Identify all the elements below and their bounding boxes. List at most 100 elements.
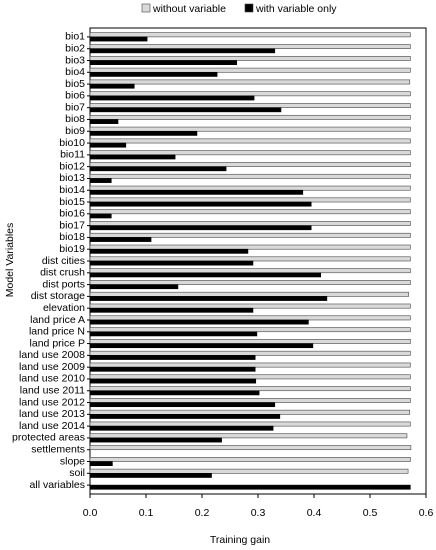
y-tick-label: land use 2008 — [19, 349, 85, 361]
bar — [89, 280, 411, 285]
bar — [89, 386, 411, 392]
bar — [89, 284, 179, 290]
y-tick-label: bio7 — [65, 101, 85, 113]
bar — [89, 166, 227, 172]
bar — [89, 343, 314, 349]
bar — [89, 374, 411, 380]
bar — [89, 142, 127, 148]
bar — [89, 355, 256, 360]
y-tick-label: bio6 — [65, 90, 85, 102]
bar — [89, 232, 411, 238]
bar — [89, 91, 411, 97]
bar — [89, 421, 411, 427]
bar — [89, 303, 411, 309]
y-tick-label: bio16 — [59, 208, 85, 220]
bar — [89, 248, 249, 254]
y-tick-label: bio1 — [65, 31, 85, 43]
bar — [89, 409, 411, 415]
bar — [89, 319, 309, 325]
y-tick-label: bio17 — [59, 219, 85, 231]
bar — [89, 119, 119, 124]
bar — [89, 425, 274, 431]
bar — [89, 130, 198, 136]
legend-swatch — [141, 3, 151, 13]
y-tick-label: bio19 — [59, 243, 85, 255]
bar — [89, 79, 411, 85]
y-tick-label: protected areas — [12, 432, 85, 444]
bar — [89, 307, 254, 313]
bar — [89, 327, 411, 333]
bar — [89, 402, 276, 408]
bar — [89, 178, 112, 183]
legend-label: without variable — [152, 3, 226, 15]
y-tick-label: bio5 — [65, 78, 85, 90]
bar — [89, 44, 411, 49]
bar — [89, 350, 411, 356]
y-tick-label: bio10 — [59, 137, 85, 149]
x-tick-label: 0.5 — [363, 507, 378, 519]
bar — [89, 71, 218, 77]
y-tick-label: all variables — [30, 479, 85, 491]
bar — [89, 36, 148, 42]
bar — [89, 107, 282, 113]
bar — [89, 60, 238, 65]
bar — [89, 457, 411, 462]
bar — [89, 225, 312, 231]
bar — [89, 197, 411, 203]
y-tick-label: bio8 — [65, 113, 85, 125]
y-tick-label: dist cities — [42, 255, 85, 267]
y-tick-label: land price P — [30, 337, 85, 349]
bar — [89, 291, 409, 297]
bar — [89, 398, 411, 403]
bar — [89, 362, 411, 368]
bar — [89, 114, 411, 120]
y-tick-label: dist storage — [31, 290, 85, 302]
bar — [89, 468, 409, 474]
bar — [89, 209, 411, 215]
bar — [89, 162, 411, 167]
bar — [89, 32, 411, 38]
bar — [89, 272, 322, 278]
bar — [89, 138, 411, 144]
bar — [89, 55, 411, 61]
x-tick-label: 0.1 — [139, 507, 154, 519]
y-tick-label: bio4 — [65, 66, 85, 78]
bar — [89, 296, 328, 301]
y-tick-label: land use 2011 — [20, 385, 85, 397]
y-tick-label: land use 2014 — [19, 420, 85, 432]
bar — [89, 260, 254, 266]
bar — [89, 237, 152, 242]
legend-swatch — [244, 3, 254, 13]
y-tick-label: land price A — [30, 314, 85, 326]
y-tick-label: land price N — [29, 326, 85, 338]
bar — [89, 221, 411, 226]
bar — [89, 185, 411, 191]
x-tick-label: 0.2 — [195, 507, 210, 519]
y-tick-label: land use 2013 — [19, 408, 85, 420]
bar — [89, 150, 411, 156]
y-tick-label: bio3 — [65, 54, 85, 66]
y-tick-label: elevation — [43, 302, 85, 314]
bar — [89, 244, 411, 250]
y-tick-label: settlements — [31, 443, 85, 455]
y-tick-label: slope — [60, 455, 85, 467]
bar — [89, 67, 411, 73]
y-tick-label: soil — [69, 467, 85, 479]
bar — [89, 339, 411, 344]
bar — [89, 473, 212, 478]
bar — [89, 378, 257, 384]
bar — [89, 484, 411, 490]
bar — [89, 268, 411, 274]
bar — [89, 390, 260, 396]
x-tick-label: 0.0 — [83, 507, 98, 519]
y-tick-label: land use 2012 — [19, 396, 85, 408]
bar — [89, 366, 256, 372]
legend-label: with variable only — [255, 3, 337, 15]
x-tick-label: 0.4 — [307, 507, 322, 519]
bar — [89, 154, 176, 160]
y-tick-label: land use 2009 — [19, 361, 85, 373]
bar — [89, 433, 408, 439]
bar — [89, 437, 222, 443]
y-tick-label: bio13 — [59, 172, 85, 184]
